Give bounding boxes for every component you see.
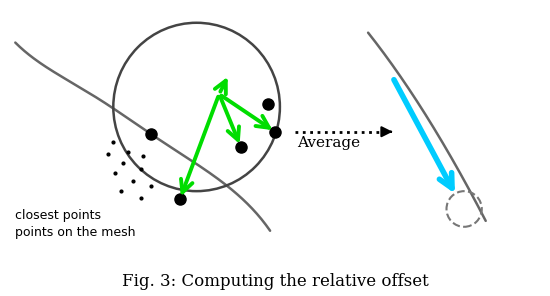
Text: Fig. 3: Computing the relative offset: Fig. 3: Computing the relative offset <box>122 273 428 290</box>
Text: Average: Average <box>298 136 360 149</box>
Text: closest points
points on the mesh: closest points points on the mesh <box>15 209 136 239</box>
